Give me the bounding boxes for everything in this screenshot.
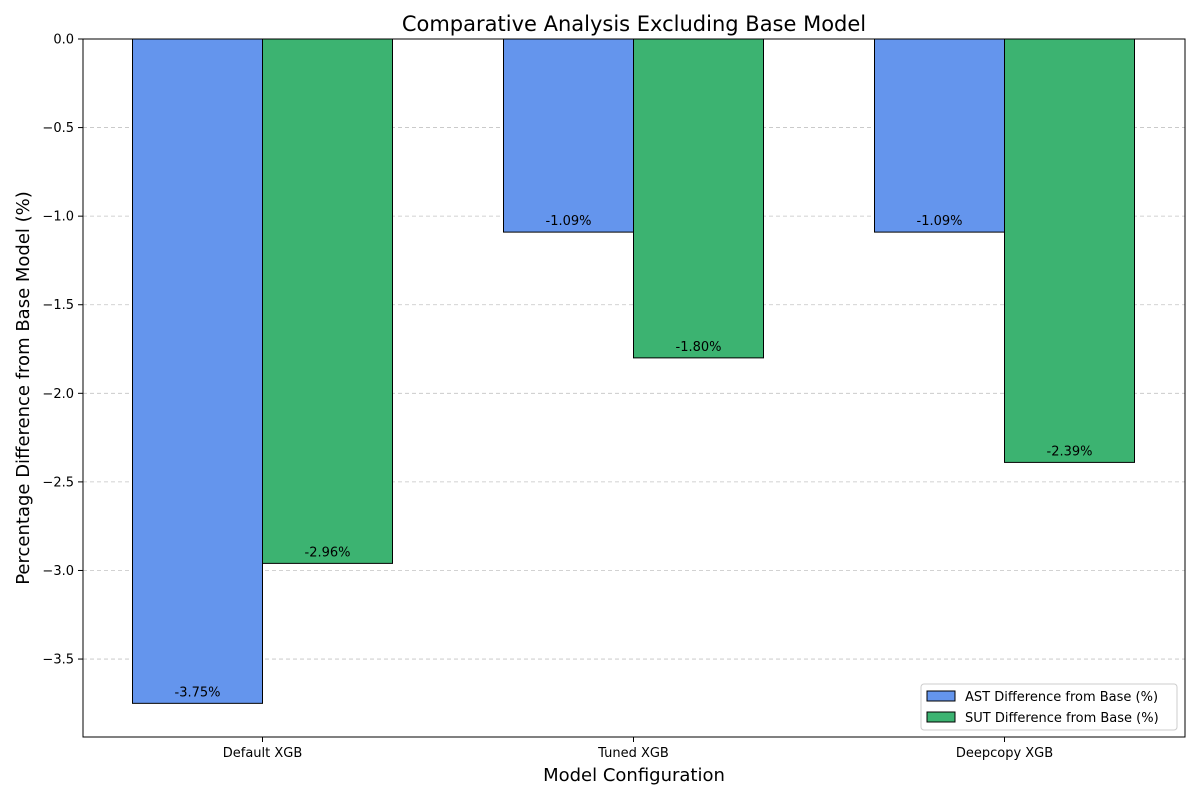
legend-label: SUT Difference from Base (%)	[965, 711, 1159, 726]
bar-labels: -3.75% -2.96% -1.09% -1.80% -1.09% -2.39%	[175, 214, 1093, 700]
bar	[503, 38, 634, 233]
y-tick-label: −1.0	[42, 210, 74, 225]
y-tick-label: −1.5	[42, 298, 74, 313]
legend: AST Difference from Base (%) SUT Differen…	[920, 683, 1178, 731]
bar-value-label: -3.75%	[175, 685, 221, 700]
bar	[132, 38, 263, 704]
y-tick-label: −3.5	[42, 653, 74, 668]
y-tick-label: −2.0	[42, 387, 74, 402]
y-tick-label: −2.5	[42, 475, 74, 490]
bar-value-label: -1.09%	[917, 214, 963, 229]
x-tick-label: Default XGB	[223, 746, 303, 761]
x-tick-label: Tuned XGB	[597, 746, 669, 761]
legend-box	[920, 683, 1178, 731]
legend-swatch	[926, 711, 956, 723]
y-axis-label: Percentage Difference from Base Model (%…	[13, 191, 34, 585]
bars	[132, 38, 1135, 704]
y-tick-label: −3.0	[42, 564, 74, 579]
x-axis-label: Model Configuration	[543, 765, 725, 786]
bar	[262, 38, 393, 564]
bar-value-label: -1.09%	[546, 214, 592, 229]
x-tick-label: Deepcopy XGB	[956, 746, 1053, 761]
bar	[633, 38, 764, 359]
bar	[874, 38, 1005, 233]
legend-swatch	[926, 690, 956, 702]
y-tick-label: 0.0	[53, 33, 74, 48]
y-tick-label: −0.5	[42, 121, 74, 136]
bar	[1004, 38, 1135, 463]
bar-value-label: -2.39%	[1047, 444, 1093, 459]
chart-title: Comparative Analysis Excluding Base Mode…	[402, 12, 866, 36]
legend-label: AST Difference from Base (%)	[965, 690, 1158, 705]
bar-value-label: -1.80%	[676, 340, 722, 355]
bar-value-label: -2.96%	[305, 545, 351, 560]
y-axis-ticks: 0.0 −0.5 −1.0 −1.5 −2.0 −2.5 −3.0 −3.5	[42, 33, 83, 668]
x-axis-ticks: Default XGB Tuned XGB Deepcopy XGB	[223, 737, 1053, 761]
